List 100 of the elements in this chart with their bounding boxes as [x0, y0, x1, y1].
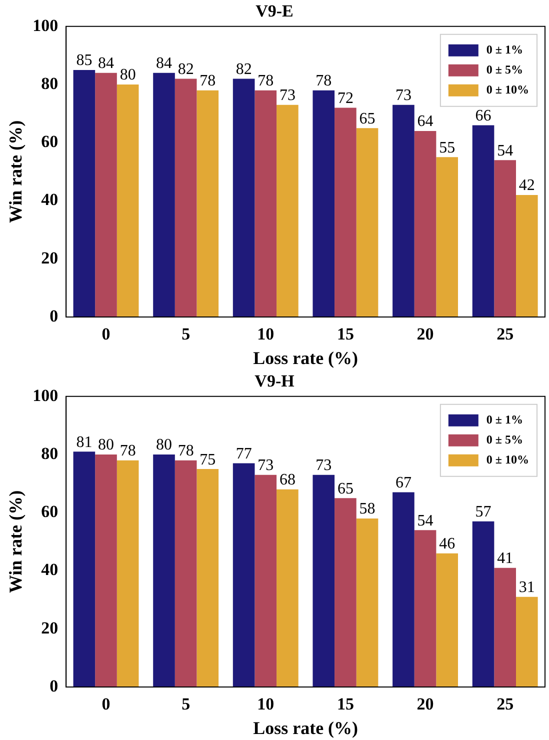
x-tick-label: 10 [257, 324, 274, 344]
data-label: 55 [439, 139, 456, 156]
bar [116, 460, 139, 687]
bar [472, 125, 494, 317]
x-tick-label: 5 [182, 694, 190, 714]
data-label: 78 [178, 442, 194, 460]
y-tick-label: 0 [50, 306, 58, 326]
data-label: 54 [497, 142, 514, 160]
bar [414, 530, 436, 687]
chart-title: V9-H [254, 372, 294, 391]
data-label: 75 [200, 451, 216, 468]
data-label: 84 [156, 55, 172, 72]
bar [494, 568, 516, 687]
bar [116, 84, 139, 317]
legend-label: 0 ± 1% [486, 42, 524, 56]
data-label: 65 [337, 480, 354, 498]
bar [196, 90, 219, 317]
data-label: 73 [395, 87, 412, 104]
bar [494, 160, 516, 317]
data-label: 77 [236, 445, 252, 462]
bar [334, 498, 356, 687]
bar [153, 72, 175, 317]
data-label: 68 [279, 472, 296, 489]
y-tick-label: 20 [41, 248, 58, 268]
x-tick-label: 20 [416, 324, 434, 344]
bar [312, 474, 335, 687]
data-label: 64 [417, 113, 434, 130]
y-tick-label: 60 [41, 502, 58, 522]
data-label: 42 [518, 177, 535, 194]
data-label: 67 [395, 474, 412, 492]
x-axis-title: Loss rate (%) [253, 718, 358, 738]
y-tick-label: 100 [32, 16, 58, 35]
y-tick-label: 0 [50, 676, 58, 696]
data-label: 78 [120, 442, 136, 460]
bar [254, 474, 277, 687]
legend-label: 0 ± 10% [486, 452, 530, 466]
x-tick-label: 5 [182, 324, 190, 344]
bar [95, 72, 117, 317]
data-label: 73 [258, 457, 274, 474]
bar [196, 469, 219, 687]
data-label: 78 [200, 72, 216, 90]
x-tick-label: 0 [102, 694, 110, 714]
x-tick-label: 15 [336, 694, 354, 714]
data-label: 85 [76, 52, 92, 70]
bar [153, 454, 175, 687]
bar [276, 104, 298, 317]
data-label: 73 [279, 87, 296, 104]
x-tick-label: 0 [102, 324, 110, 344]
bar [73, 452, 96, 687]
legend-label: 0 ± 5% [486, 432, 524, 446]
data-label: 57 [475, 504, 492, 521]
bar [516, 194, 538, 317]
data-label: 81 [76, 434, 92, 451]
x-axis-title: Loss rate (%) [253, 348, 358, 368]
bar [95, 454, 117, 687]
x-tick-label: 15 [336, 324, 354, 344]
data-label: 73 [316, 457, 332, 474]
data-label: 78 [316, 72, 332, 90]
data-label: 80 [98, 436, 114, 454]
y-tick-label: 100 [32, 386, 58, 405]
y-axis-title: Win rate (%) [5, 490, 26, 594]
y-axis-title: Win rate (%) [5, 120, 26, 224]
bar [516, 596, 538, 687]
x-tick-label: 25 [496, 324, 514, 344]
data-label: 80 [156, 436, 172, 454]
data-label: 80 [120, 66, 136, 84]
bar [174, 78, 197, 317]
y-tick-label: 80 [41, 74, 58, 93]
x-tick-label: 20 [416, 694, 434, 714]
bar [472, 521, 494, 687]
y-tick-label: 40 [41, 190, 58, 210]
data-label: 65 [359, 110, 376, 128]
bar [232, 78, 255, 317]
data-label: 41 [497, 550, 514, 568]
bar [356, 128, 378, 317]
bar [436, 553, 458, 687]
data-label: 84 [98, 55, 114, 72]
data-label: 54 [417, 512, 434, 530]
bar [276, 489, 298, 687]
legend-label: 0 ± 10% [486, 82, 530, 96]
data-label: 78 [258, 72, 274, 90]
y-tick-label: 20 [41, 618, 58, 638]
data-label: 58 [359, 500, 376, 518]
data-label: 66 [475, 107, 492, 124]
bar [414, 131, 436, 317]
bar [356, 518, 378, 687]
y-tick-label: 40 [41, 560, 58, 580]
y-tick-label: 80 [41, 444, 58, 463]
bar [312, 90, 335, 317]
bar [174, 460, 197, 687]
bar [392, 104, 414, 317]
bar [254, 90, 277, 317]
chart-title: V9-E [256, 2, 294, 21]
bar [232, 463, 255, 687]
x-tick-label: 25 [496, 694, 514, 714]
bar [334, 108, 356, 317]
y-tick-label: 60 [41, 132, 58, 152]
legend-label: 0 ± 5% [486, 62, 524, 76]
legend-label: 0 ± 1% [486, 412, 524, 426]
bar [392, 492, 414, 687]
